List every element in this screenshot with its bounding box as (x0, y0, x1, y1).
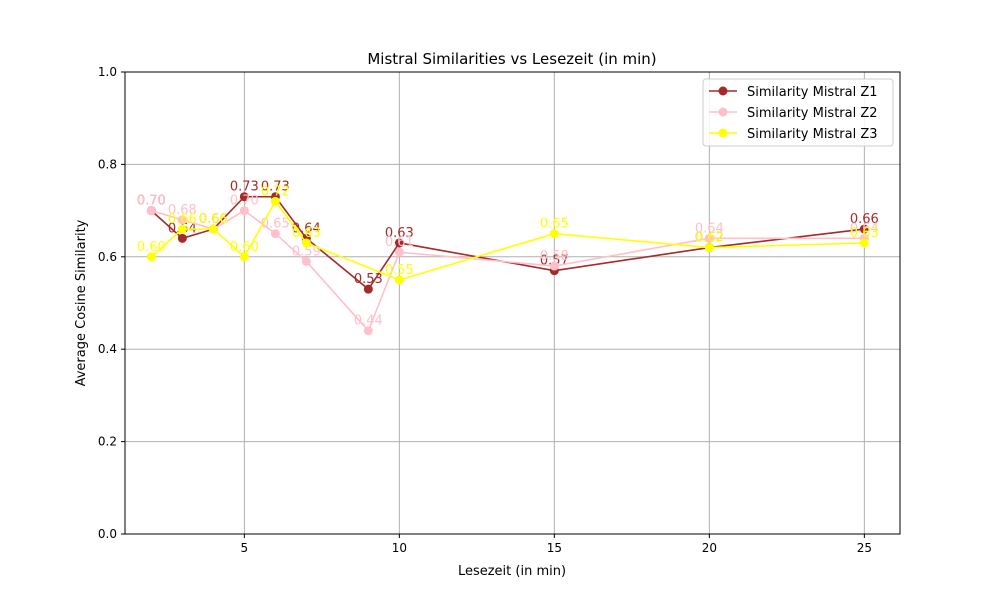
data-label: 0.53 (354, 272, 383, 287)
legend-item: Similarity Mistral Z1 (709, 85, 878, 100)
data-point (239, 192, 249, 202)
data-point (239, 252, 249, 262)
data-point (363, 284, 373, 294)
y-tick-label: 0.4 (98, 342, 117, 356)
x-tick-label: 25 (857, 541, 872, 555)
legend-item: Similarity Mistral Z3 (709, 127, 878, 142)
y-axis-label: Average Cosine Similarity (74, 219, 89, 386)
data-point (208, 224, 218, 234)
legend-box (702, 78, 894, 147)
data-label: 0.62 (695, 231, 724, 246)
x-tick-label: 15 (547, 541, 562, 555)
data-label: 0.55 (385, 263, 414, 278)
data-label: 0.61 (385, 235, 414, 250)
data-point (549, 261, 559, 271)
data-label: 0.63 (385, 226, 414, 241)
x-tick-label: 20 (702, 541, 717, 555)
data-label: 0.60 (137, 240, 166, 255)
data-label: 0.70 (137, 194, 166, 209)
legend-label: Similarity Mistral Z3 (747, 127, 878, 142)
data-label: 0.66 (199, 212, 228, 227)
series-layer: 0.700.640.660.730.730.640.530.630.570.62… (137, 180, 879, 336)
data-label: 0.66 (850, 212, 879, 227)
data-point (177, 224, 187, 234)
y-tick-label: 0.6 (98, 250, 117, 264)
data-point (549, 229, 559, 239)
data-label: 0.60 (230, 240, 259, 255)
data-point (146, 252, 156, 262)
data-point (301, 238, 311, 248)
data-label: 0.73 (230, 180, 259, 195)
data-point (394, 275, 404, 285)
data-label: 0.63 (850, 226, 879, 241)
legend: Similarity Mistral Z1 Similarity Mistral … (702, 78, 894, 147)
data-point (239, 206, 249, 216)
x-axis-label: Lesezeit (in min) (458, 564, 566, 579)
data-label: 0.44 (354, 314, 383, 329)
x-tick-label: 10 (392, 541, 407, 555)
data-point (177, 233, 187, 243)
x-tick-label: 5 (241, 541, 249, 555)
data-point (301, 256, 311, 266)
data-label: 0.65 (261, 217, 290, 232)
legend-item: Similarity Mistral Z2 (709, 106, 878, 121)
data-point (704, 233, 714, 243)
data-label: 0.64 (850, 221, 879, 236)
data-label: 0.72 (261, 184, 290, 199)
data-point (146, 206, 156, 216)
data-point (270, 196, 280, 206)
data-label: 0.66 (168, 212, 197, 227)
legend-label: Similarity Mistral Z2 (747, 106, 878, 121)
data-point (177, 215, 187, 225)
data-label: 0.58 (540, 249, 569, 264)
data-point (270, 229, 280, 239)
y-tick-label: 0.0 (98, 527, 117, 541)
legend-marker (718, 107, 728, 117)
series-z3: 0.600.66 0.660.600.720.630.550.650.62 0.63 (137, 184, 879, 285)
chart-title: Mistral Similarities vs Lesezeit (in min… (367, 50, 656, 68)
data-point (704, 243, 714, 253)
data-label: 0.68 (168, 203, 197, 218)
y-tick-label: 0.8 (98, 157, 117, 171)
data-point (394, 247, 404, 257)
data-label: 0.70 (230, 194, 259, 209)
data-point (363, 326, 373, 336)
data-label: 0.59 (292, 244, 321, 259)
axis-ticks: 5 10 15 20 25 0.0 0.2 0.4 0.6 0.8 1.0 (98, 65, 872, 555)
legend-marker (718, 86, 728, 96)
data-label: 0.73 (261, 180, 290, 195)
data-label: 0.64 (695, 221, 724, 236)
series-line (150, 199, 865, 281)
data-point (394, 238, 404, 248)
data-label: 0.70 (137, 194, 166, 209)
data-label: 0.66 (199, 212, 228, 227)
legend-marker (718, 128, 728, 138)
data-label: 0.65 (540, 217, 569, 232)
legend-label: Similarity Mistral Z1 (747, 85, 878, 100)
y-tick-label: 0.2 (98, 435, 117, 449)
data-point (859, 224, 869, 234)
plot-frame (124, 71, 901, 535)
data-label: 0.66 (199, 212, 228, 227)
data-label: 0.63 (292, 226, 321, 241)
y-tick-label: 1.0 (98, 65, 117, 79)
data-point (859, 238, 869, 248)
